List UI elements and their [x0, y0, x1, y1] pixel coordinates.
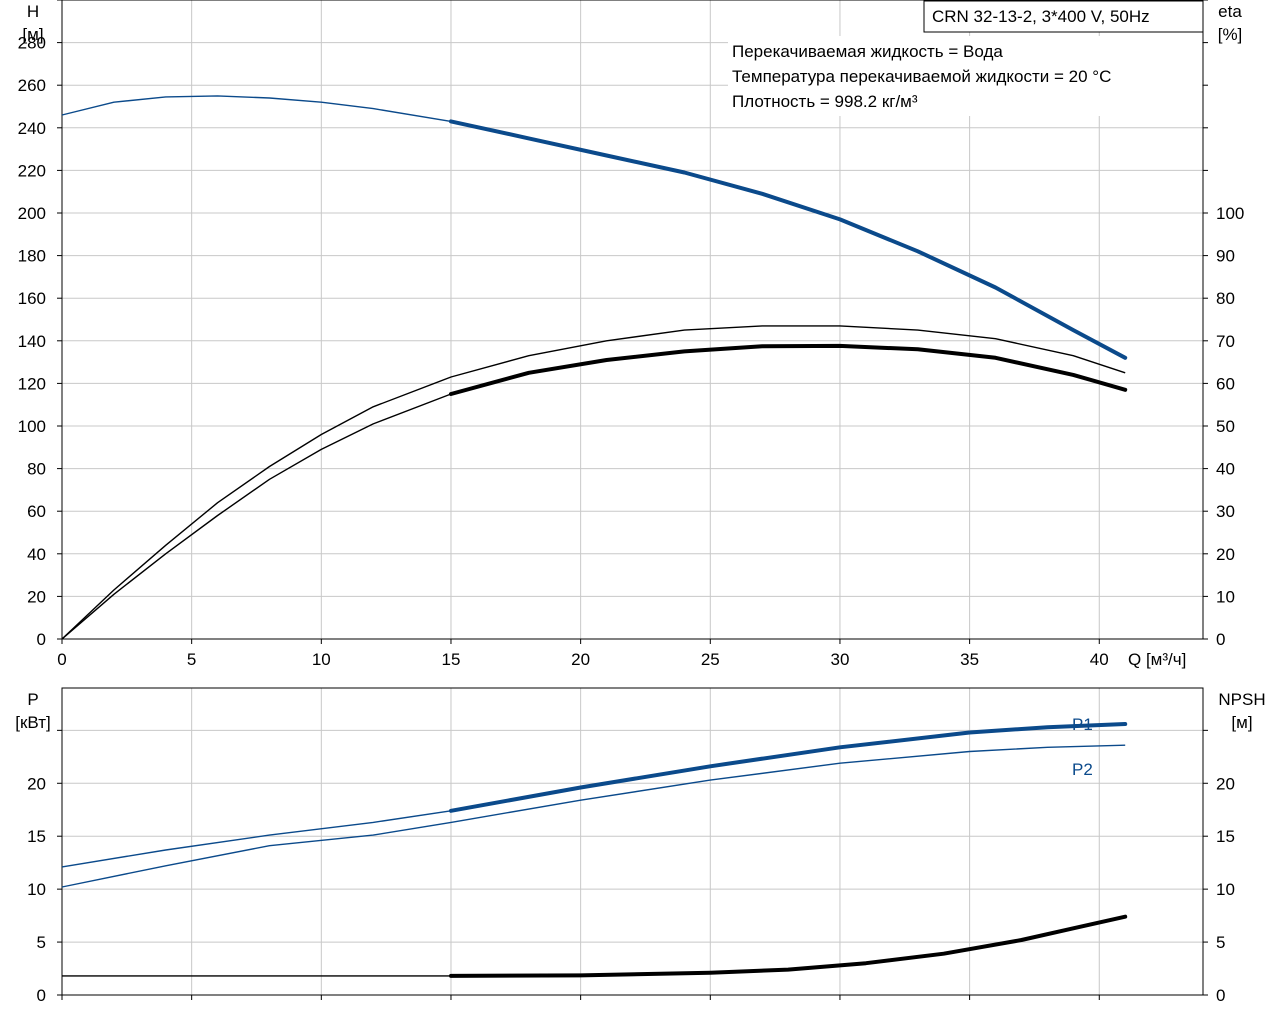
top-x-tick-label-6: 30 — [830, 650, 849, 669]
bottom-left-tick-label-4: 20 — [27, 774, 46, 793]
bottom-curve-0-operating-range — [449, 722, 1128, 813]
top-x-tick-label-2: 10 — [312, 650, 331, 669]
top-left-tick-label-5: 100 — [18, 417, 46, 436]
top-left-tick-label-14: 280 — [18, 34, 46, 53]
top-left-axis-title-line1: H — [27, 2, 39, 21]
top-curve-2-operating-range — [449, 343, 1128, 396]
bottom-left-tick-label-1: 5 — [37, 933, 46, 952]
top-x-tick-label-5: 25 — [701, 650, 720, 669]
top-right-tick-label-10: 100 — [1216, 204, 1244, 223]
top-left-tick-label-9: 180 — [18, 247, 46, 266]
bottom-right-tick-label-1: 5 — [1216, 933, 1225, 952]
top-curve-0 — [61, 95, 1126, 359]
top-x-tick-label-4: 20 — [571, 650, 590, 669]
bottom-right-tick-label-3: 15 — [1216, 827, 1235, 846]
bottom-curve-1 — [61, 744, 1126, 888]
bottom-panel-grid — [62, 688, 1203, 995]
bottom-left-tick-label-0: 0 — [37, 986, 46, 1005]
bottom-curve-2-operating-range — [449, 914, 1128, 978]
top-left-tick-label-0: 0 — [37, 630, 46, 649]
series-label-p2: P2 — [1072, 760, 1093, 779]
bottom-curve-2 — [62, 916, 1126, 977]
bottom-right-tick-label-0: 0 — [1216, 986, 1225, 1005]
top-right-tick-label-9: 90 — [1216, 247, 1235, 266]
top-x-tick-label-8: 40 — [1090, 650, 1109, 669]
bottom-right-tick-label-2: 10 — [1216, 880, 1235, 899]
top-left-tick-label-7: 140 — [18, 332, 46, 351]
top-x-tick-label-3: 15 — [442, 650, 461, 669]
model-title-box — [923, 0, 1204, 33]
top-curve-1 — [61, 325, 1126, 640]
top-right-tick-label-3: 30 — [1216, 502, 1235, 521]
series-label-p1: P1 — [1072, 715, 1093, 734]
top-left-tick-label-2: 40 — [27, 545, 46, 564]
top-right-tick-label-0: 0 — [1216, 630, 1225, 649]
top-left-tick-label-11: 220 — [18, 161, 46, 180]
top-left-tick-label-6: 120 — [18, 374, 46, 393]
top-curve-2 — [61, 345, 1126, 640]
x-axis-title: Q [м³/ч] — [1128, 650, 1186, 669]
top-right-axis-title-line1: eta — [1218, 2, 1242, 21]
top-right-tick-label-1: 10 — [1216, 587, 1235, 606]
top-curve-0-operating-range — [449, 119, 1128, 360]
bottom-panel-tick-labels: 0 5 10 15 20 0 5 10 15 20 — [27, 729, 1235, 1005]
bottom-right-axis-title-line1: NPSH — [1218, 690, 1265, 709]
bottom-panel-frame — [61, 687, 1204, 996]
top-left-tick-label-1: 20 — [27, 587, 46, 606]
model-title: CRN 32-13-2, 3*400 V, 50Hz — [932, 7, 1150, 26]
top-right-tick-label-5: 50 — [1216, 417, 1235, 436]
top-right-tick-label-6: 60 — [1216, 374, 1235, 393]
top-panel-tick-labels: 0204060801001201401601802002202402602800… — [18, 0, 1244, 669]
top-left-tick-label-8: 160 — [18, 289, 46, 308]
top-x-tick-label-0: 0 — [57, 650, 66, 669]
annotation-liquid: Перекачиваемая жидкость = Вода — [732, 42, 1003, 61]
bottom-left-tick-label-3: 15 — [27, 827, 46, 846]
annotation-background — [728, 36, 1202, 116]
top-left-tick-label-10: 200 — [18, 204, 46, 223]
top-panel-frame — [61, 0, 1204, 640]
top-right-tick-label-4: 40 — [1216, 460, 1235, 479]
bottom-left-axis-title-line2: [кВт] — [15, 713, 50, 732]
top-left-tick-label-12: 240 — [18, 119, 46, 138]
bottom-left-axis-title-line1: P — [27, 690, 38, 709]
bottom-left-tick-label-2: 10 — [27, 880, 46, 899]
top-right-tick-label-2: 20 — [1216, 545, 1235, 564]
annotation-density: Плотность = 998.2 кг/м³ — [732, 92, 918, 111]
top-x-tick-label-1: 5 — [187, 650, 196, 669]
bottom-curve-0 — [61, 723, 1126, 868]
bottom-right-axis-title-line2: [м] — [1231, 713, 1252, 732]
top-left-tick-label-3: 60 — [27, 502, 46, 521]
top-left-tick-label-13: 260 — [18, 76, 46, 95]
bottom-right-tick-label-4: 20 — [1216, 774, 1235, 793]
bottom-panel-curves — [61, 722, 1128, 978]
top-right-tick-label-8: 80 — [1216, 289, 1235, 308]
top-right-tick-label-7: 70 — [1216, 332, 1235, 351]
annotation-temperature: Температура перекачиваемой жидкости = 20… — [732, 67, 1111, 86]
top-left-tick-label-4: 80 — [27, 460, 46, 479]
top-right-axis-title-line2: [%] — [1218, 25, 1243, 44]
top-left-axis-title-line2: [м] — [22, 25, 43, 44]
top-panel-curves — [61, 95, 1128, 640]
top-x-tick-label-7: 35 — [960, 650, 979, 669]
